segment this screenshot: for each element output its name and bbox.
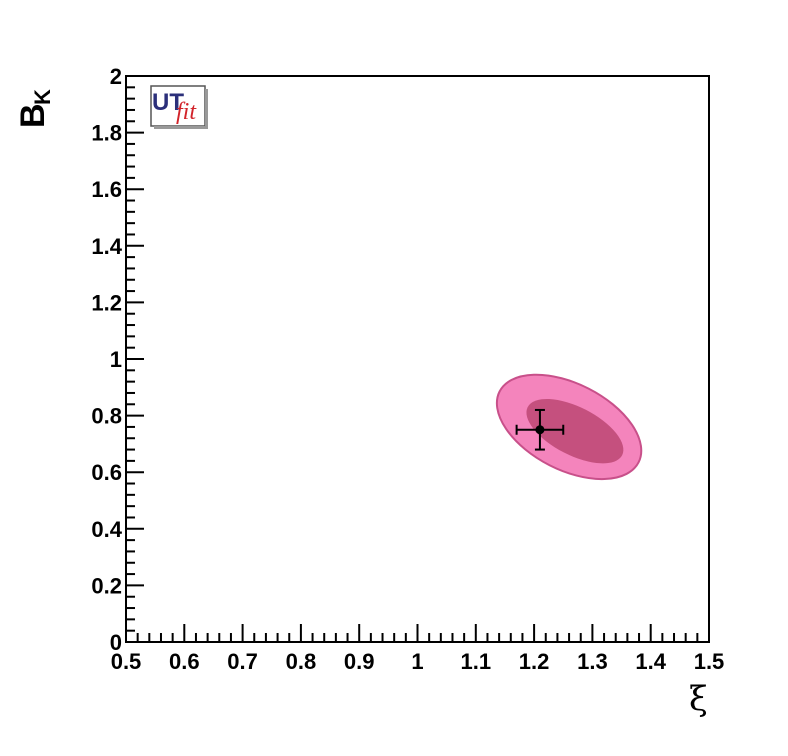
- y-tick-label: 0: [110, 630, 122, 655]
- x-tick-label: 0.9: [344, 649, 375, 674]
- logo-text-ut: UT: [152, 89, 184, 116]
- y-tick-label: 0.8: [91, 404, 122, 429]
- x-axis-ticks: 0.5 0.6 0.7 0.8 0.9 1 1.1 1.2 1.3 1.4 1.5: [111, 624, 725, 674]
- plot-border: [125, 75, 710, 643]
- x-tick-label: 0.5: [111, 649, 142, 674]
- y-tick-label: 0.6: [91, 460, 122, 485]
- x-tick-label: 1.3: [577, 649, 608, 674]
- y-tick-label: 1.6: [91, 177, 122, 202]
- y-tick-label: 0.2: [91, 573, 122, 598]
- x-tick-label: 1: [411, 649, 423, 674]
- x-tick-label: 1.2: [519, 649, 550, 674]
- x-tick-label: 0.8: [286, 649, 317, 674]
- y-tick-label: 1.4: [91, 234, 122, 259]
- x-axis-title: ξ: [689, 679, 708, 719]
- plot-frame: [125, 75, 710, 643]
- y-tick-label: 1: [110, 347, 122, 372]
- x-tick-label: 1.4: [635, 649, 666, 674]
- y-tick-label: 2: [110, 64, 122, 89]
- x-tick-label: 1.5: [694, 649, 725, 674]
- best-fit-point: [515, 408, 565, 451]
- y-axis-title-subscript: K: [30, 89, 55, 105]
- x-tick-label: 1.1: [461, 649, 492, 674]
- y-tick-label: 0.4: [91, 517, 122, 542]
- utfit-logo: UT fit: [150, 85, 208, 129]
- confidence-regions: [495, 373, 643, 481]
- y-tick-label: 1.8: [91, 121, 122, 146]
- y-axis-ticks: 0 0.2 0.4 0.6 0.8 1 1.2 1.4 1.6 1.8 2: [91, 64, 144, 655]
- confidence-region-68pct: [526, 398, 624, 464]
- x-tick-label: 0.6: [169, 649, 200, 674]
- x-tick-label: 0.7: [227, 649, 258, 674]
- y-tick-label: 1.2: [91, 290, 122, 315]
- y-axis-title: B: [14, 103, 52, 128]
- data-point: [535, 425, 545, 435]
- logo-text-fit: fit: [176, 99, 197, 125]
